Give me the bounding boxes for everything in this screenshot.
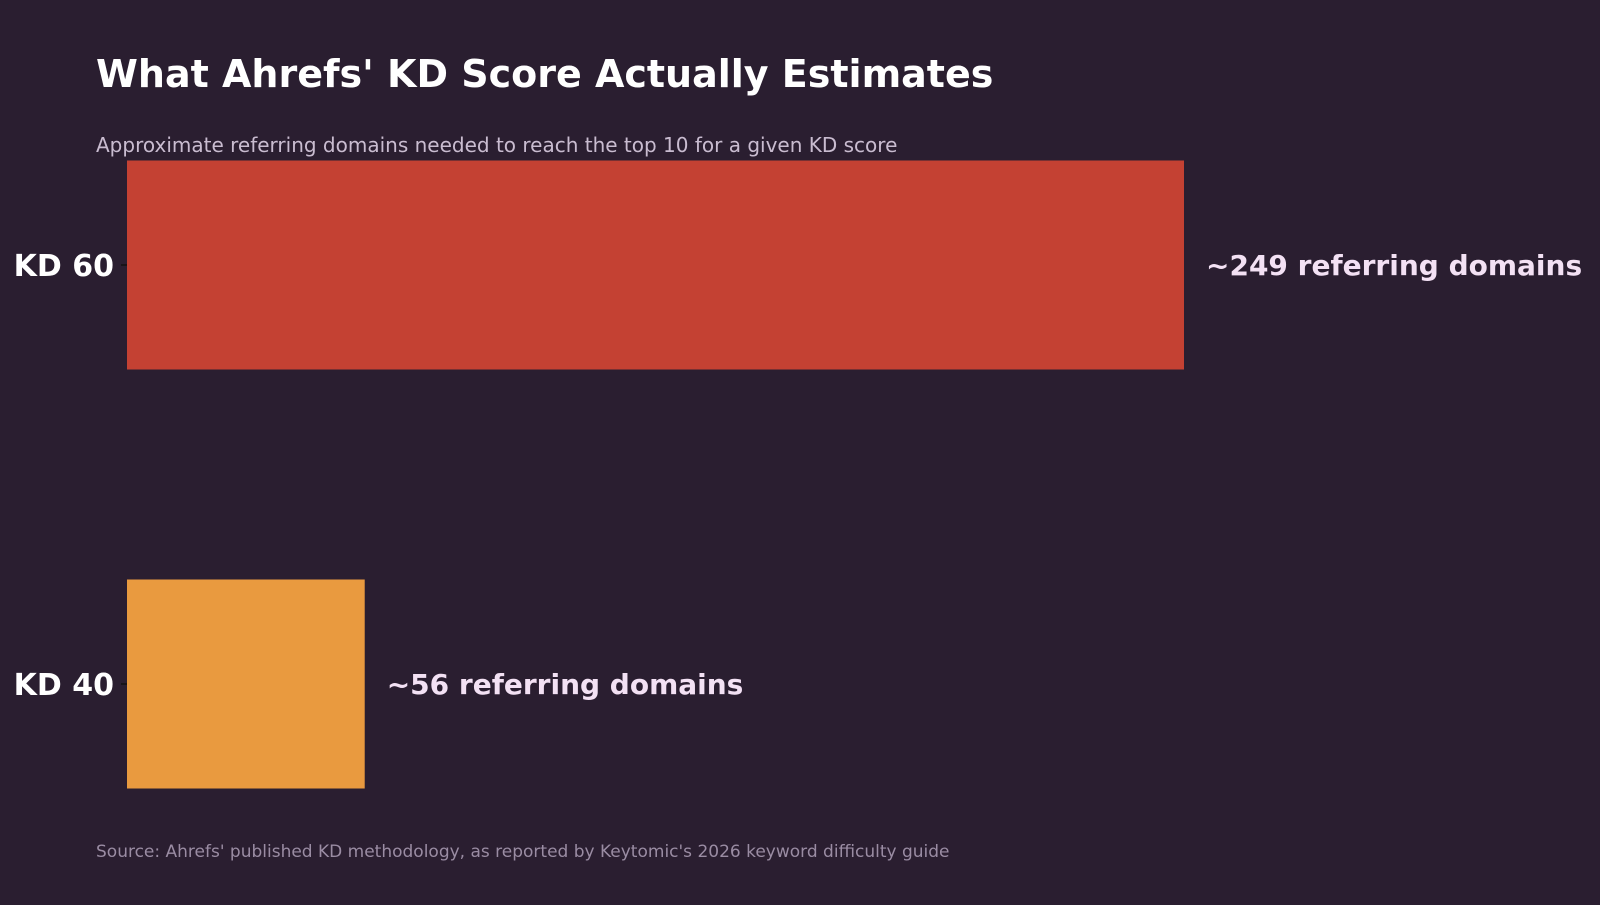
category-label: KD 60: [14, 249, 114, 284]
bar-kd-60: [127, 160, 1184, 370]
bar-kd-40: [127, 579, 365, 789]
value-label: ~56 referring domains: [387, 668, 744, 701]
category-label: KD 40: [14, 668, 114, 703]
chart-title: What Ahrefs' KD Score Actually Estimates: [96, 52, 994, 96]
value-label: ~249 referring domains: [1206, 249, 1582, 282]
source-note: Source: Ahrefs' published KD methodology…: [96, 842, 950, 862]
chart-subtitle: Approximate referring domains needed to …: [96, 133, 898, 157]
